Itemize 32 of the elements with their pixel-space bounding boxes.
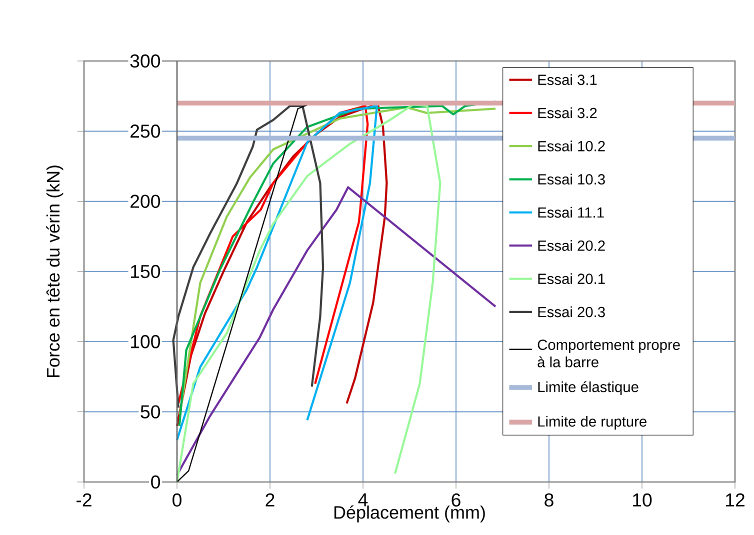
legend-label: Essai 10.3 (538, 174, 605, 185)
legend-label: Limite de rupture (538, 416, 646, 430)
x-axis-title: Déplacement (mm) (334, 505, 485, 522)
y-tick-label: 300 (130, 54, 160, 68)
legend-label: Essai 3.1 (538, 74, 597, 86)
legend-label: Essai 10.2 (538, 140, 605, 152)
y-tick-label: 100 (131, 335, 160, 348)
y-axis-title: Force en tête du vérin (kN) (46, 166, 64, 378)
legend-label: Limite élastique (538, 381, 638, 396)
x-tick-label: 0 (172, 493, 182, 507)
x-tick-label: 8 (544, 493, 554, 507)
x-tick-label: 12 (726, 493, 744, 506)
line-series (176, 186, 497, 476)
y-tick-label: 0 (151, 475, 160, 489)
x-tick-label: 10 (633, 493, 652, 507)
legend-label: Comportement propre à la barre (538, 340, 680, 368)
legend-label: Essai 3.2 (538, 107, 597, 118)
line-series (172, 104, 324, 409)
y-tick-label: 200 (130, 194, 160, 208)
x-tick-label: 6 (452, 493, 460, 507)
line-series (177, 104, 369, 404)
legend-label: Essai 20.3 (538, 306, 605, 318)
y-tick-label: 150 (131, 264, 160, 278)
legend-label: Essai 20.1 (538, 273, 605, 284)
y-tick-label: 50 (140, 405, 160, 418)
legend-label: Essai 11.1 (538, 206, 604, 218)
x-tick-label: 4 (358, 493, 368, 506)
line-series (176, 103, 442, 482)
legend-label: Essai 20.2 (538, 240, 605, 251)
x-tick-label: -2 (76, 493, 92, 506)
x-tick-label: 2 (266, 493, 274, 506)
y-tick-label: 250 (130, 124, 160, 138)
